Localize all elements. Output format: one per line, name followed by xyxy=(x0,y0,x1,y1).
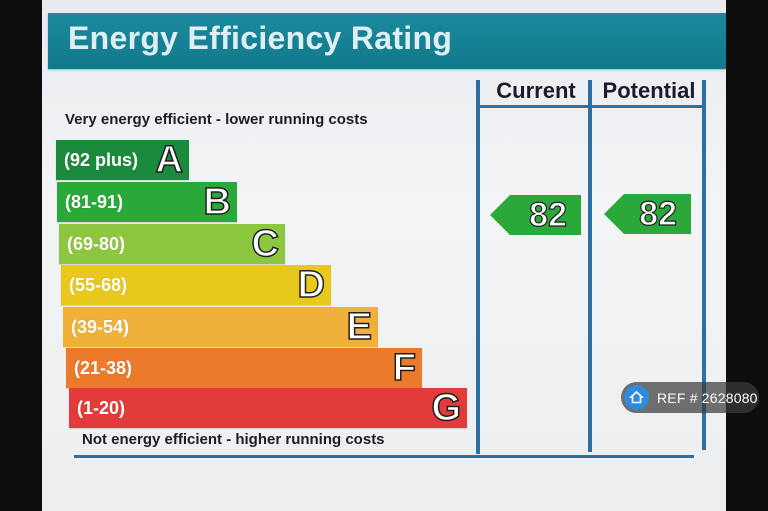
band-g-letter: G xyxy=(431,387,462,429)
table-divider xyxy=(588,80,592,452)
epc-photo: Energy Efficiency Rating Very energy eff… xyxy=(42,0,726,511)
band-d: (55-68) D xyxy=(61,265,331,305)
bottom-caption: Not energy efficient - higher running co… xyxy=(82,431,385,448)
current-arrow-shape xyxy=(490,195,581,235)
band-d-range: (55-68) xyxy=(69,274,128,295)
band-a-letter: A xyxy=(155,139,184,181)
band-a-range: (92 plus) xyxy=(64,149,139,170)
table-header-rule xyxy=(480,105,704,108)
band-d-letter: D xyxy=(297,264,326,306)
ref-number: REF # 2628080 xyxy=(657,389,758,406)
table-bottom-rule xyxy=(74,455,694,458)
table-left-border xyxy=(476,80,480,454)
potential-rating-arrow: 82 xyxy=(604,194,691,234)
band-f-range: (21-38) xyxy=(74,357,133,378)
table-right-border xyxy=(702,80,706,450)
band-g: (1-20) G xyxy=(69,388,467,428)
band-f-letter: F xyxy=(392,347,417,389)
column-potential: Potential xyxy=(602,78,696,103)
band-b-range: (81-91) xyxy=(65,191,124,212)
energy-rating-chart: Very energy efficient - lower running co… xyxy=(42,0,726,511)
potential-arrow-shape xyxy=(604,194,691,234)
band-e-range: (39-54) xyxy=(71,316,130,337)
column-current: Current xyxy=(496,78,576,103)
page-title: Energy Efficiency Rating xyxy=(68,20,453,56)
band-g-range: (1-20) xyxy=(77,397,126,418)
ref-badge[interactable]: REF # 2628080 xyxy=(621,382,759,413)
current-rating-arrow: 82 xyxy=(490,195,581,235)
top-caption: Very energy efficient - lower running co… xyxy=(65,111,368,128)
band-f: (21-38) F xyxy=(66,348,422,388)
band-b-letter: B xyxy=(203,181,232,223)
band-c-letter: C xyxy=(251,223,280,265)
potential-rating-value: 82 xyxy=(639,194,678,233)
current-rating-value: 82 xyxy=(529,195,568,234)
home-icon xyxy=(624,385,649,410)
band-e: (39-54) E xyxy=(63,307,378,347)
title-banner: Energy Efficiency Rating xyxy=(48,13,726,69)
band-b: (81-91) B xyxy=(57,182,237,222)
band-a: (92 plus) A xyxy=(56,140,189,180)
band-e-letter: E xyxy=(346,306,373,348)
band-c: (69-80) C xyxy=(59,224,285,264)
band-c-range: (69-80) xyxy=(67,233,126,254)
